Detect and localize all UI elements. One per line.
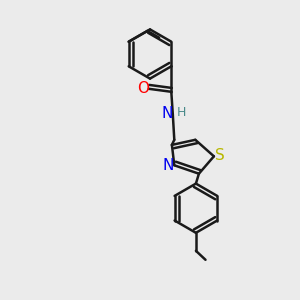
Text: N: N [161,106,172,121]
Text: H: H [177,106,187,119]
Text: N: N [163,158,174,173]
Text: O: O [137,81,149,96]
Text: S: S [215,148,225,163]
